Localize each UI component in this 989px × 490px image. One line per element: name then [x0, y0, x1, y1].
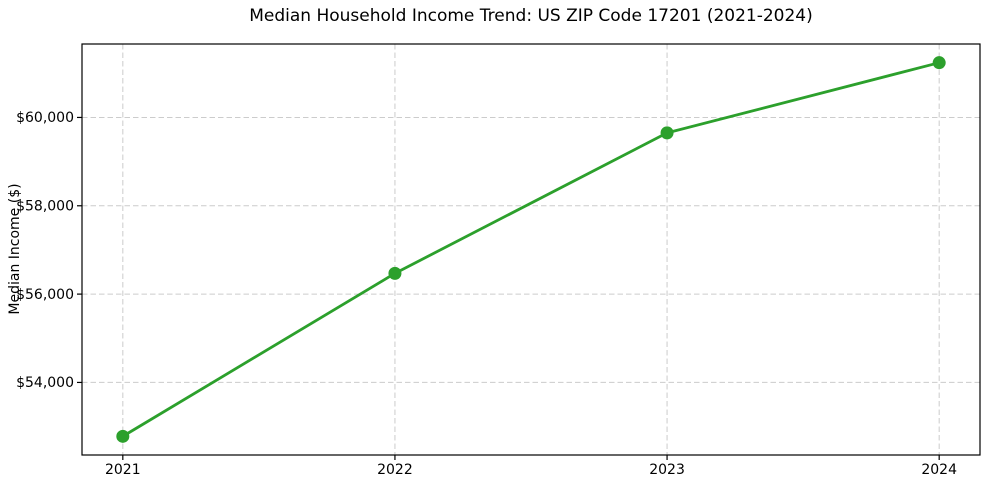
y-tick-label: $54,000: [16, 375, 74, 391]
data-point-2021: [116, 429, 130, 443]
data-point-2023: [660, 126, 674, 140]
data-point-2024: [932, 56, 946, 70]
y-tick-label: $58,000: [16, 199, 74, 215]
trend-line: [121, 61, 941, 438]
plot-border: [81, 43, 981, 456]
y-tick-label: $60,000: [16, 110, 74, 126]
x-tick-label: 2024: [921, 462, 957, 478]
data-point-2022: [388, 266, 402, 280]
chart-title: Median Household Income Trend: US ZIP Co…: [249, 6, 813, 26]
x-tick-label: 2021: [105, 462, 141, 478]
x-tick-label: 2023: [649, 462, 685, 478]
y-tick-label: $56,000: [16, 287, 74, 303]
x-tick-label: 2022: [377, 462, 413, 478]
